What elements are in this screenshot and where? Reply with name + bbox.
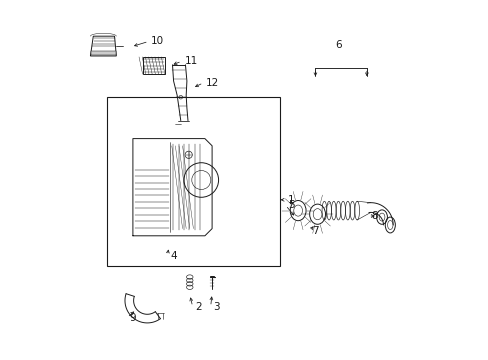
Text: 2: 2 xyxy=(195,302,202,312)
Bar xyxy=(107,97,280,266)
Bar xyxy=(142,57,164,74)
Text: 1: 1 xyxy=(287,195,294,205)
Text: 9: 9 xyxy=(129,312,136,323)
Text: 3: 3 xyxy=(213,302,219,312)
Text: 11: 11 xyxy=(184,56,197,66)
Text: 8: 8 xyxy=(370,211,377,221)
Text: 12: 12 xyxy=(205,78,219,88)
Bar xyxy=(91,51,115,55)
Text: 7: 7 xyxy=(311,226,318,236)
Text: 4: 4 xyxy=(170,251,176,261)
Text: 10: 10 xyxy=(151,36,164,46)
Text: 6: 6 xyxy=(334,40,341,50)
Text: 5: 5 xyxy=(287,200,294,210)
